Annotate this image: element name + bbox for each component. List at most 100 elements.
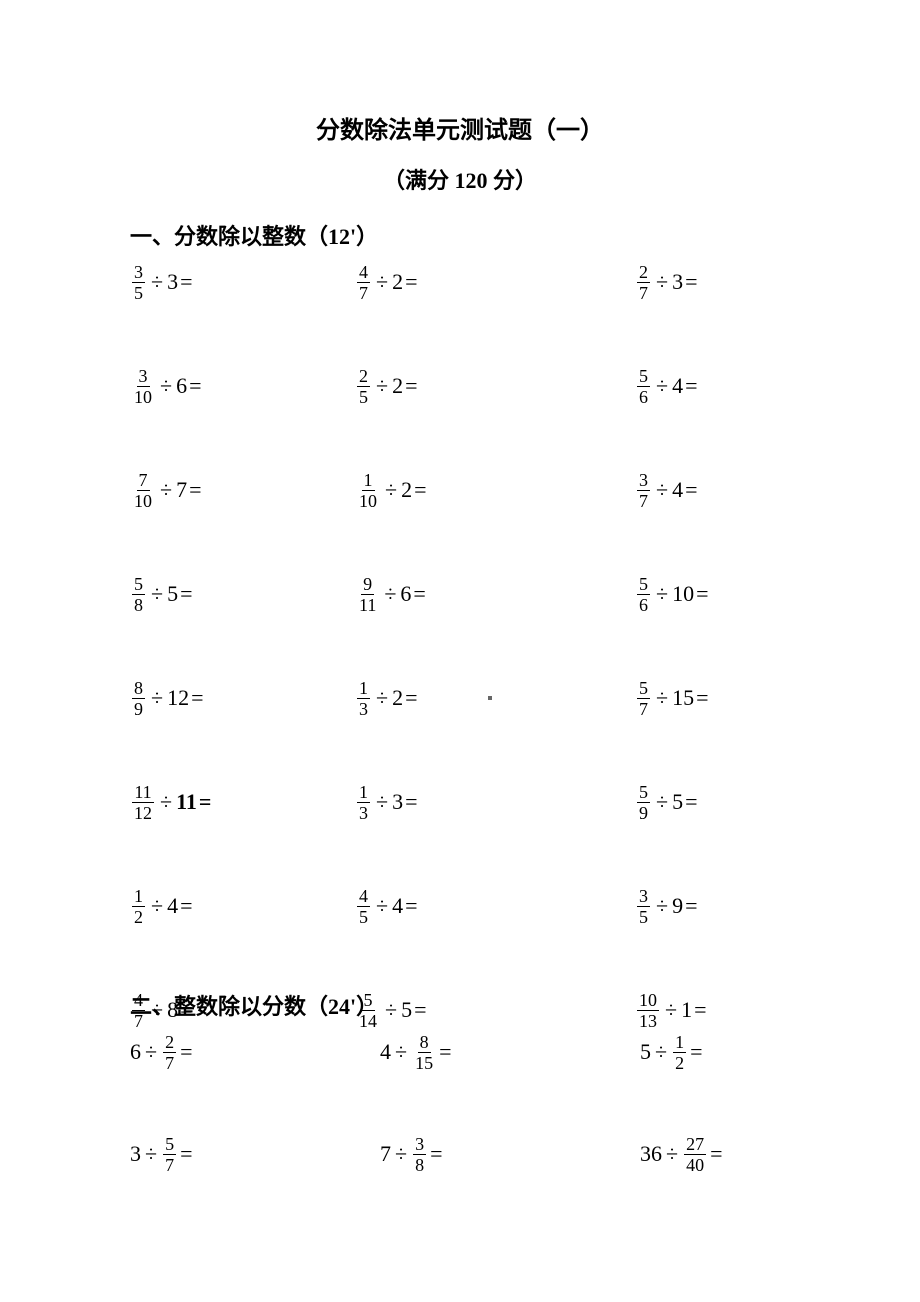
fraction: 27 [637, 263, 650, 302]
divide-symbol: ÷ [656, 271, 668, 293]
expression: 110÷2= [355, 471, 427, 510]
section1-body: 35÷3=47÷2=27÷3=310÷6=25÷2=56÷4=710÷7=110… [130, 259, 790, 1033]
fraction-numerator: 5 [163, 1135, 176, 1155]
divide-symbol: ÷ [145, 1143, 157, 1165]
fraction-denominator: 7 [637, 491, 650, 510]
integer: 2 [392, 375, 403, 397]
problem-cell: 37÷4= [635, 467, 698, 513]
page-title: 分数除法单元测试题（一） [130, 110, 790, 145]
fraction: 25 [357, 367, 370, 406]
integer: 2 [392, 271, 403, 293]
fraction-denominator: 5 [132, 283, 145, 302]
fraction: 1112 [132, 783, 154, 822]
divide-symbol: ÷ [376, 375, 388, 397]
equals-symbol: = [405, 895, 417, 917]
fraction: 89 [132, 679, 145, 718]
fraction: 47 [357, 263, 370, 302]
problem-cell: 12÷4= [130, 883, 355, 929]
integer: 12 [167, 687, 189, 709]
expression: 1112÷11= [130, 783, 211, 822]
fraction-numerator: 3 [137, 367, 150, 387]
fraction-denominator: 7 [163, 1053, 176, 1072]
divide-symbol: ÷ [160, 479, 172, 501]
integer: 2 [392, 687, 403, 709]
equals-symbol: = [191, 687, 203, 709]
fraction-denominator: 7 [637, 283, 650, 302]
divide-symbol: ÷ [395, 1143, 407, 1165]
problem-cell: 6÷27= [130, 1029, 380, 1075]
divide-symbol: ÷ [665, 999, 677, 1021]
expression: 710÷7= [130, 471, 202, 510]
fraction-denominator: 7 [357, 283, 370, 302]
fraction-denominator: 9 [132, 699, 145, 718]
expression: 911÷6= [355, 575, 426, 614]
fraction: 35 [637, 887, 650, 926]
problem-cell: 56÷10= [635, 571, 709, 617]
equals-symbol: = [180, 895, 192, 917]
integer: 2 [401, 479, 412, 501]
fraction: 2740 [684, 1135, 706, 1174]
section1-heading: 一、分数除以整数（12'） [130, 219, 790, 251]
fraction-denominator: 9 [637, 803, 650, 822]
fraction-numerator: 8 [132, 679, 145, 699]
fraction-numerator: 5 [637, 679, 650, 699]
equals-symbol: = [180, 1143, 192, 1165]
divide-symbol: ÷ [376, 687, 388, 709]
expression: 5÷12= [640, 1033, 703, 1072]
integer: 7 [176, 479, 187, 501]
problem-cell: 13÷2= [355, 675, 635, 721]
fraction-denominator: 40 [684, 1155, 706, 1174]
integer: 5 [401, 999, 412, 1021]
fraction-denominator: 5 [357, 387, 370, 406]
equals-symbol: = [710, 1143, 722, 1165]
fraction-numerator: 3 [132, 263, 145, 283]
expression: 57÷15= [635, 679, 709, 718]
equals-symbol: = [413, 583, 425, 605]
fraction: 13 [357, 783, 370, 822]
expression: 58÷5= [130, 575, 193, 614]
fraction-numerator: 2 [637, 263, 650, 283]
fraction-numerator: 9 [361, 575, 374, 595]
integer: 9 [672, 895, 683, 917]
integer: 6 [400, 583, 411, 605]
equals-symbol: = [405, 375, 417, 397]
problem-cell: 27÷3= [635, 259, 698, 305]
equals-symbol: = [439, 1041, 451, 1063]
fraction: 57 [163, 1135, 176, 1174]
divide-symbol: ÷ [376, 791, 388, 813]
fraction-numerator: 3 [637, 887, 650, 907]
divide-symbol: ÷ [656, 895, 668, 917]
integer: 6 [130, 1041, 141, 1063]
divide-symbol: ÷ [151, 895, 163, 917]
fraction-denominator: 6 [637, 595, 650, 614]
expression: 13÷3= [355, 783, 418, 822]
expression: 59÷5= [635, 783, 698, 822]
fraction: 58 [132, 575, 145, 614]
expression: 35÷3= [130, 263, 193, 302]
fraction-numerator: 2 [357, 367, 370, 387]
equals-symbol: = [685, 479, 697, 501]
fraction-denominator: 10 [132, 387, 154, 406]
divide-symbol: ÷ [160, 791, 172, 813]
fraction-numerator: 1 [362, 471, 375, 491]
problem-cell: 45÷4= [355, 883, 635, 929]
fraction-numerator: 5 [637, 783, 650, 803]
integer: 4 [167, 895, 178, 917]
problem-cell: 5÷12= [640, 1029, 703, 1075]
equals-symbol: = [180, 583, 192, 605]
fraction-denominator: 12 [132, 803, 154, 822]
expression: 56÷4= [635, 367, 698, 406]
fraction: 110 [357, 471, 379, 510]
expression: 6÷27= [130, 1033, 193, 1072]
divide-symbol: ÷ [656, 583, 668, 605]
fraction-numerator: 4 [357, 263, 370, 283]
fraction-numerator: 1 [357, 679, 370, 699]
expression: 56÷10= [635, 575, 709, 614]
fraction: 56 [637, 367, 650, 406]
fraction: 27 [163, 1033, 176, 1072]
expression: 47÷2= [355, 263, 418, 302]
problem-row: 58÷5=911÷6=56÷10= [130, 571, 790, 617]
integer: 15 [672, 687, 694, 709]
equals-symbol: = [696, 583, 708, 605]
problem-row: 6÷27=4÷815=5÷12= [130, 1029, 790, 1075]
